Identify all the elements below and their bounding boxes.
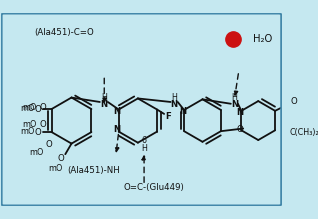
Text: N: N [101,100,108,109]
Text: H₂O: H₂O [253,34,272,44]
Text: (Ala451)-NH: (Ala451)-NH [67,166,120,175]
Text: (Ala451)-C=O: (Ala451)-C=O [35,28,94,37]
Text: O: O [35,128,42,137]
Text: mO: mO [20,127,35,136]
Text: O: O [236,125,243,134]
Text: mO: mO [48,164,63,173]
Text: O: O [40,103,46,112]
Text: mO: mO [29,148,43,157]
Text: mO: mO [20,104,35,113]
Text: N: N [179,107,186,116]
Text: C(CH₃)₂: C(CH₃)₂ [289,128,318,137]
Text: mO: mO [22,120,36,129]
Text: N: N [171,100,178,109]
Text: mO: mO [22,103,36,112]
Text: H: H [101,93,107,102]
Text: H: H [141,143,147,152]
Text: N: N [114,125,121,134]
Text: F: F [166,112,171,121]
Text: O: O [35,104,42,114]
Text: H: H [171,93,177,102]
Text: O=C-(Glu449): O=C-(Glu449) [123,183,184,192]
Text: N: N [231,100,238,109]
Text: O: O [58,154,64,163]
Text: O: O [45,140,52,149]
Text: O: O [290,97,297,106]
Text: O: O [40,120,46,129]
Text: H: H [232,93,237,102]
Text: N: N [114,107,121,116]
Text: 6: 6 [142,136,147,145]
Text: N: N [236,108,243,117]
